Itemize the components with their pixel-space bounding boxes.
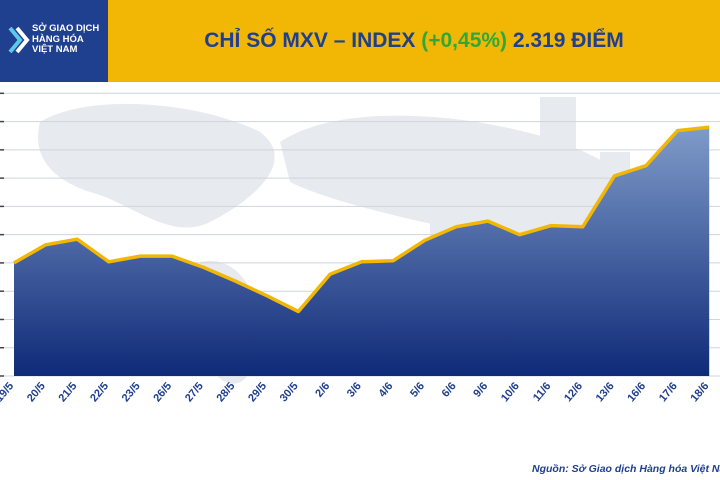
chevron-logo-icon	[8, 26, 30, 54]
x-tick-label: 22/5	[88, 380, 111, 404]
x-tick-label: 6/6	[440, 380, 459, 399]
x-tick-label: 18/6	[689, 380, 712, 404]
logo-line-3: VIỆT NAM	[32, 44, 78, 55]
title-prefix: CHỈ SỐ MXV – INDEX	[204, 29, 422, 52]
x-tick-label: 16/6	[625, 380, 648, 404]
x-tick-label: 19/5	[0, 380, 16, 404]
y-axis-ticks	[0, 92, 4, 377]
x-tick-label: 13/6	[594, 380, 617, 404]
chart-title: CHỈ SỐ MXV – INDEX (+0,45%) 2.319 ĐIỂM	[108, 0, 720, 82]
x-axis-labels: 19/5 20/5 21/5 22/5 23/5 26/5 27/5 28/5 29/5 30/5…	[0, 380, 711, 404]
x-tick-label: 12/6	[562, 380, 585, 404]
x-tick-label: 10/6	[499, 380, 522, 404]
source-note: Nguồn: Sở Giao dịch Hàng hóa Việt Nam	[532, 463, 720, 475]
chart: 19/5 20/5 21/5 22/5 23/5 26/5 27/5 28/5 29/5 30/5…	[0, 92, 720, 475]
x-tick-label: 5/6	[408, 380, 427, 399]
title-suffix: 2.319 ĐIỂM	[507, 29, 624, 52]
x-tick-label: 9/6	[471, 380, 490, 399]
x-tick-label: 27/5	[183, 380, 206, 404]
x-tick-label: 4/6	[376, 380, 395, 399]
logo-line-2: HÀNG HÓA	[32, 33, 84, 45]
x-tick-label: 26/5	[151, 380, 174, 404]
x-tick-label: 28/5	[215, 380, 238, 404]
x-tick-label: 29/5	[246, 380, 269, 404]
x-tick-label: 2/6	[313, 380, 332, 399]
logo-text: SỞ GIAO DỊCH HÀNG HÓA VIỆT NAM	[32, 23, 100, 56]
series-line	[13, 125, 710, 314]
x-tick-label: 30/5	[278, 380, 301, 404]
title-change: (+0,45%)	[421, 29, 508, 52]
logo: SỞ GIAO DỊCH HÀNG HÓA VIỆT NAM	[0, 0, 108, 82]
logo-line-1: SỞ GIAO DỊCH	[32, 23, 100, 34]
x-tick-label: 3/6	[345, 380, 364, 399]
x-tick-label: 23/5	[120, 380, 143, 404]
x-tick-label: 11/6	[531, 380, 554, 404]
x-tick-label: 20/5	[25, 380, 48, 404]
x-tick-label: 21/5	[57, 380, 80, 404]
x-tick-label: 17/6	[657, 380, 680, 404]
header-banner: SỞ GIAO DỊCH HÀNG HÓA VIỆT NAM CHỈ SỐ MX…	[0, 0, 720, 82]
area-fill	[14, 127, 710, 376]
